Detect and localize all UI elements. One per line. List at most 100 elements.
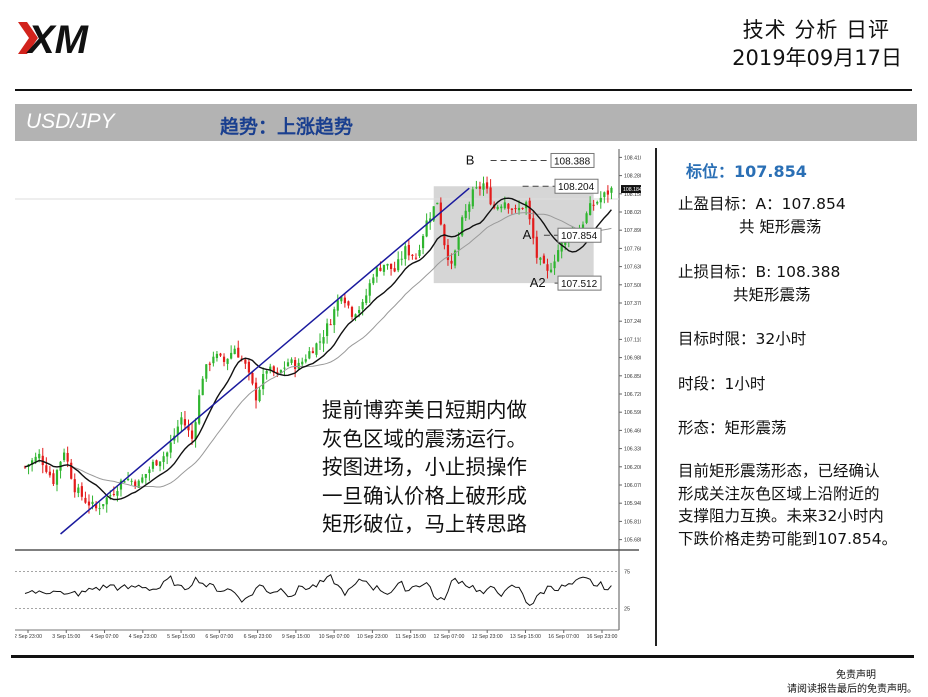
candle-body [169, 442, 172, 453]
candle-body [137, 480, 140, 488]
candle-body [219, 353, 222, 356]
candle-body [503, 202, 506, 209]
y-tick-label: 106.720 [624, 392, 641, 398]
candle-body [70, 462, 73, 479]
pattern: 形态：矩形震荡 [678, 419, 787, 437]
candle-body [162, 456, 165, 462]
candle-body [38, 453, 41, 459]
target-level-name: A [523, 227, 532, 242]
candle-body [375, 267, 378, 277]
y-tick-label: 106.330 [624, 447, 641, 453]
y-tick-label: 106.980 [624, 356, 641, 362]
candle-body [84, 497, 87, 503]
candle-body [539, 257, 542, 260]
x-tick-label: 10 Sep 07:00 [319, 634, 350, 640]
price-chart: 108.388 B 108.204 107.854 A 107.512 A2 108.410… [15, 149, 641, 640]
candle-body [425, 220, 428, 237]
analysis-note: 提前博弈美日短期内做 灰色区域的震荡运行。 按图进场，小止损操作 一旦确认价格上… [322, 396, 527, 539]
logo-text: XM [26, 18, 90, 58]
pivot-price: 标位：107.854 [686, 162, 807, 181]
candle-body [304, 359, 307, 362]
target-level-value: 108.204 [558, 182, 595, 193]
candle-body [45, 465, 48, 472]
candle-body [379, 267, 382, 271]
candle-body [333, 309, 336, 326]
header-divider [15, 89, 912, 91]
candle-body [91, 501, 94, 504]
x-tick-label: 5 Sep 15:00 [167, 634, 195, 640]
candle-body [31, 460, 34, 465]
candle-body [290, 359, 293, 363]
x-tick-label: 16 Sep 23:00 [587, 634, 618, 640]
candle-body [485, 182, 489, 189]
panel-divider [655, 148, 657, 646]
candle-body [386, 263, 389, 266]
candle-body [464, 210, 467, 219]
analysis-note-line: 矩形破位，马上转思路 [322, 512, 527, 536]
candle-body [489, 187, 492, 205]
candle-body [436, 202, 439, 205]
candle-body [254, 382, 258, 401]
candle-body [528, 200, 531, 220]
candle-body [432, 206, 435, 221]
candle-body [251, 372, 254, 384]
candle-body [222, 356, 226, 362]
x-tick-label: 12 Sep 07:00 [433, 634, 464, 640]
description-line: 目前矩形震荡形态，已经确认 [678, 462, 880, 480]
take-profit-target: 止盈目标：A：107.854 [678, 195, 846, 213]
candle-body [397, 259, 400, 271]
candle-body [581, 224, 585, 228]
report-date: 2019年09月17日 [732, 46, 902, 70]
candle-body [198, 395, 201, 424]
candle-body [98, 508, 101, 510]
candle-body [265, 370, 268, 374]
candle-body [354, 314, 357, 318]
y-tick-label: 105.680 [624, 538, 641, 544]
candle-body [34, 456, 37, 463]
rsi-line [24, 573, 612, 607]
candle-body [546, 264, 549, 271]
y-tick-label: 106.460 [624, 428, 641, 434]
candle-body [212, 356, 215, 364]
x-tick-label: 9 Sep 15:00 [282, 634, 310, 640]
candle-body [109, 495, 112, 497]
x-tick-label: 16 Sep 07:00 [548, 634, 579, 640]
candle-body [155, 460, 158, 466]
trend-label: 趋势：上涨趋势 [220, 116, 354, 138]
candle-body [151, 461, 155, 469]
x-tick-label: 4 Sep 07:00 [91, 634, 119, 640]
candle-body [478, 186, 482, 189]
target-level-value: 108.388 [554, 156, 591, 167]
candle-body [158, 461, 162, 467]
candle-body [105, 497, 108, 505]
description-line: 形成关注灰色区域上沿附近的 [678, 484, 880, 503]
rsi-level-label: 25 [624, 607, 630, 613]
candle-body [55, 470, 59, 485]
x-tick-label: 3 Sep 15:00 [52, 634, 80, 640]
timeframe: 时段：1小时 [678, 375, 766, 393]
y-tick-label: 107.890 [624, 228, 641, 234]
y-tick-label: 107.630 [624, 265, 641, 271]
target-level-value: 107.854 [561, 231, 598, 242]
y-tick-label: 108.150 [624, 192, 641, 198]
candle-body [382, 264, 386, 272]
x-tick-label: 4 Sep 23:00 [129, 634, 157, 640]
candle-body [205, 364, 208, 379]
y-tick-label: 108.020 [624, 210, 641, 216]
candle-body [48, 471, 51, 476]
candle-body [301, 361, 304, 365]
candle-body [262, 374, 265, 390]
candle-body [244, 359, 247, 364]
candle-body [201, 378, 204, 396]
candle-body [400, 258, 403, 260]
candle-body [421, 236, 425, 249]
current-price-tag [621, 185, 641, 194]
candle-body [102, 504, 105, 507]
take-profit-note: 共 矩形震荡 [739, 218, 822, 236]
candle-body [585, 213, 588, 223]
candle-body [418, 249, 421, 256]
candle-body [308, 351, 311, 359]
target-level-box [554, 178, 599, 194]
candle-body [279, 370, 283, 374]
candle-body [496, 206, 499, 210]
